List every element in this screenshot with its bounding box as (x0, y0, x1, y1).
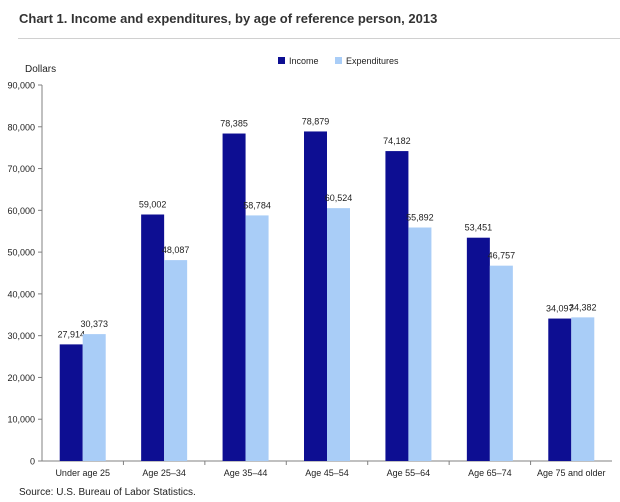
expenditures-data-label: 60,524 (325, 193, 353, 203)
expenditures-data-label: 55,892 (406, 212, 434, 222)
income-data-label: 53,451 (465, 223, 493, 233)
y-axis-label: Dollars (25, 64, 56, 75)
y-tick-label: 30,000 (7, 331, 35, 341)
y-tick-label: 80,000 (7, 122, 35, 132)
expenditures-bar (82, 334, 106, 461)
y-tick-label: 70,000 (7, 164, 35, 174)
expenditures-bar (327, 208, 350, 461)
source-note: Source: U.S. Bureau of Labor Statistics. (19, 487, 196, 498)
income-bar (141, 214, 165, 461)
income-data-label: 34,097 (546, 304, 574, 314)
income-bar (385, 151, 409, 461)
x-tick-label: Age 25–34 (142, 468, 186, 478)
income-bar (222, 133, 246, 461)
expenditures-bar (489, 265, 513, 461)
expenditures-data-label: 58,784 (243, 200, 271, 210)
x-tick-label: Age 75 and older (537, 468, 606, 478)
income-data-label: 78,385 (220, 119, 248, 129)
y-tick-label: 20,000 (7, 373, 35, 383)
title-divider (18, 38, 620, 39)
y-tick-label: 10,000 (7, 415, 35, 425)
expenditures-bar (164, 260, 188, 461)
legend-label-income: Income (289, 56, 319, 66)
x-tick-label: Under age 25 (55, 468, 110, 478)
expenditures-bar (571, 317, 595, 461)
x-tick-label: Age 35–44 (224, 468, 268, 478)
y-tick-label: 0 (30, 457, 35, 467)
income-data-label: 59,002 (139, 200, 167, 210)
y-tick-label: 90,000 (7, 81, 35, 91)
income-bar (466, 237, 490, 461)
x-tick-label: Age 45–54 (305, 468, 349, 478)
income-bar (304, 131, 327, 461)
x-tick-label: Age 55–64 (387, 468, 431, 478)
expenditures-bar (408, 227, 432, 461)
legend-swatch-expenditures (335, 57, 342, 64)
income-data-label: 78,879 (302, 116, 330, 126)
expenditures-bar (245, 215, 269, 461)
income-data-label: 27,914 (57, 329, 85, 339)
y-tick-label: 60,000 (7, 206, 35, 216)
income-data-label: 74,182 (383, 136, 411, 146)
legend-swatch-income (278, 57, 285, 64)
income-bar (548, 318, 572, 461)
chart-title: Chart 1. Income and expenditures, by age… (19, 11, 438, 26)
expenditures-data-label: 48,087 (162, 245, 190, 255)
y-tick-label: 50,000 (7, 248, 35, 258)
income-bar (59, 344, 83, 461)
y-tick-label: 40,000 (7, 289, 35, 299)
expenditures-data-label: 30,373 (80, 319, 108, 329)
legend-label-expenditures: Expenditures (346, 56, 399, 66)
x-tick-label: Age 65–74 (468, 468, 512, 478)
expenditures-data-label: 34,382 (569, 302, 597, 312)
expenditures-data-label: 46,757 (488, 251, 516, 261)
